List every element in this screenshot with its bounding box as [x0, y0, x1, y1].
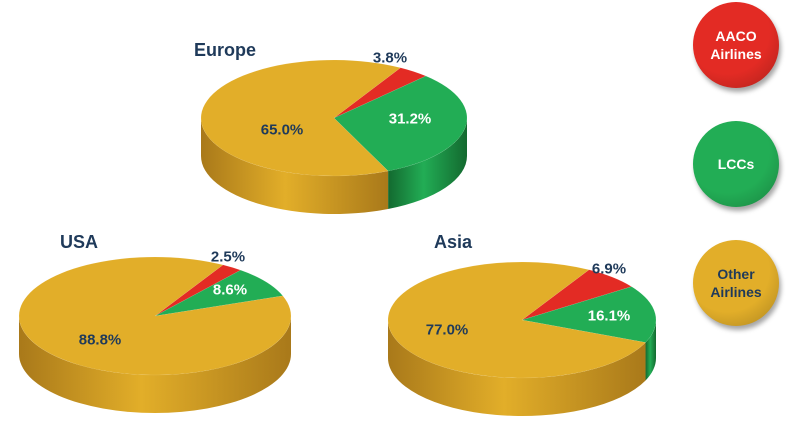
- data-label-europe-other: 65.0%: [260, 121, 304, 139]
- chart-title-usa: USA: [60, 232, 99, 252]
- data-label-usa-aaco: 2.5%: [210, 248, 246, 266]
- data-label-asia-aaco: 6.9%: [591, 260, 627, 278]
- data-label-usa-lccs: 8.6%: [212, 281, 248, 299]
- pie-slice-usa-other: [18, 256, 292, 376]
- pie-side-usa-other: [19, 316, 291, 413]
- pie-slice-asia-lccs: [521, 286, 657, 343]
- legend-lccs: LCCs: [693, 121, 779, 207]
- pie-side-europe-lccs: [388, 118, 468, 209]
- chart-title-asia: Asia: [434, 232, 473, 252]
- pie-side-asia-lccs: [645, 320, 656, 381]
- pie-usa: [18, 256, 292, 413]
- pie-europe: [200, 59, 468, 215]
- pie-slice-asia-other: [387, 261, 647, 379]
- data-label-europe-lccs: 31.2%: [388, 110, 432, 128]
- legend-aaco-airlines: AACO Airlines: [693, 2, 779, 88]
- pie-side-asia-other: [388, 320, 646, 416]
- data-label-europe-aaco: 3.8%: [372, 49, 408, 67]
- legend-other-airlines: Other Airlines: [693, 240, 779, 326]
- data-label-asia-other: 77.0%: [425, 321, 469, 339]
- pie-slice-asia-aaco: [521, 269, 633, 321]
- chart-title-europe: Europe: [194, 40, 257, 60]
- pie-asia: [387, 261, 657, 416]
- pie-slice-usa-aaco: [154, 264, 242, 317]
- pie-slice-usa-lccs: [154, 269, 284, 317]
- data-label-usa-other: 88.8%: [78, 331, 122, 349]
- data-label-asia-lccs: 16.1%: [587, 307, 631, 325]
- pie-slice-europe-other: [200, 59, 402, 177]
- pie-slice-europe-lccs: [333, 75, 468, 172]
- pie-slice-europe-aaco: [333, 67, 427, 119]
- pie-side-europe-other: [201, 118, 389, 215]
